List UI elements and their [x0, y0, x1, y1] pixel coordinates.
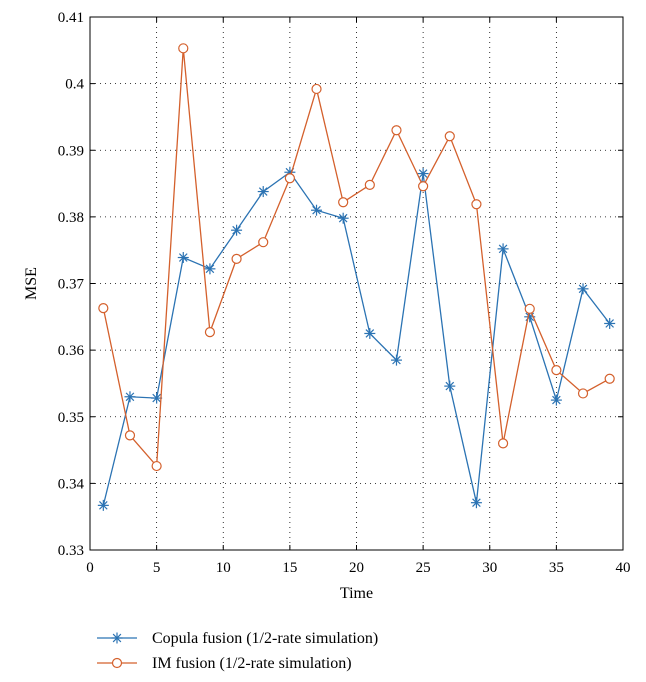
data-point [284, 173, 295, 184]
data-point [204, 327, 216, 338]
legend-label: IM fusion (1/2-rate simulation) [152, 655, 352, 672]
series-2 [98, 43, 615, 472]
series-1 [97, 166, 616, 511]
data-point [98, 303, 109, 314]
series-group [97, 43, 616, 511]
data-point [178, 43, 189, 54]
data-point [577, 283, 589, 295]
data-point [524, 303, 535, 314]
data-point [151, 460, 162, 472]
x-tick-label: 35 [549, 560, 564, 576]
data-point [124, 430, 136, 441]
series-line [102, 171, 611, 506]
data-point [444, 380, 456, 392]
x-tick-label: 0 [86, 560, 94, 576]
data-point [417, 168, 429, 180]
legend-label: Copula fusion (1/2-rate simulation) [152, 630, 378, 647]
data-point [550, 394, 562, 406]
grid [90, 17, 623, 550]
y-tick-label: 0.41 [58, 10, 84, 26]
x-tick-label: 10 [216, 560, 231, 576]
y-tick-label: 0.39 [58, 143, 84, 159]
legend-marker [111, 657, 123, 669]
plot-frame [89, 16, 624, 551]
data-point [204, 263, 216, 275]
x-axis-label: Time [340, 585, 373, 602]
y-tick-label: 0.37 [58, 277, 85, 293]
x-tick-label: 5 [153, 560, 161, 576]
y-tick-label: 0.34 [58, 476, 85, 492]
data-point [97, 499, 109, 511]
data-point [497, 438, 509, 449]
axis-ticks: 0 5 10 15 20 25 30 35 40 0.33 0.34 0.35 0.36 0.37 0.38… [58, 10, 631, 576]
data-point [151, 392, 163, 404]
x-tick-label: 40 [616, 560, 631, 576]
data-point [364, 179, 375, 190]
data-point [258, 237, 269, 248]
data-point [471, 199, 482, 210]
data-point [444, 131, 455, 142]
x-tick-label: 30 [482, 560, 497, 576]
data-point [231, 224, 243, 236]
legend-item: IM fusion (1/2-rate simulation) [97, 655, 352, 672]
x-tick-label: 15 [282, 560, 297, 576]
data-point [124, 391, 136, 403]
data-point [577, 388, 589, 399]
legend-item: Copula fusion (1/2-rate simulation) [97, 630, 378, 647]
y-tick-label: 0.35 [58, 410, 84, 426]
series-line [102, 48, 610, 468]
data-point [311, 204, 323, 216]
data-point [231, 253, 242, 264]
data-point [604, 317, 616, 329]
x-tick-label: 25 [416, 560, 431, 576]
y-tick-label: 0.38 [58, 210, 84, 226]
data-point [551, 365, 562, 376]
data-point [338, 197, 349, 208]
y-axis-label: MSE [23, 267, 40, 300]
legend: Copula fusion (1/2-rate simulation) IM fu… [97, 630, 378, 672]
y-tick-label: 0.36 [58, 343, 85, 359]
data-point [497, 243, 509, 255]
data-point [177, 252, 189, 264]
data-point [604, 373, 615, 384]
y-tick-label: 0.4 [65, 77, 84, 93]
x-tick-label: 20 [349, 560, 364, 576]
y-tick-label: 0.33 [58, 543, 84, 559]
legend-marker [111, 632, 123, 644]
data-point [470, 497, 482, 509]
data-point [418, 181, 429, 192]
data-point [391, 125, 402, 136]
data-point [257, 186, 269, 198]
data-point [337, 212, 349, 224]
data-point [390, 354, 402, 366]
data-point [364, 327, 376, 339]
data-point [311, 83, 322, 95]
